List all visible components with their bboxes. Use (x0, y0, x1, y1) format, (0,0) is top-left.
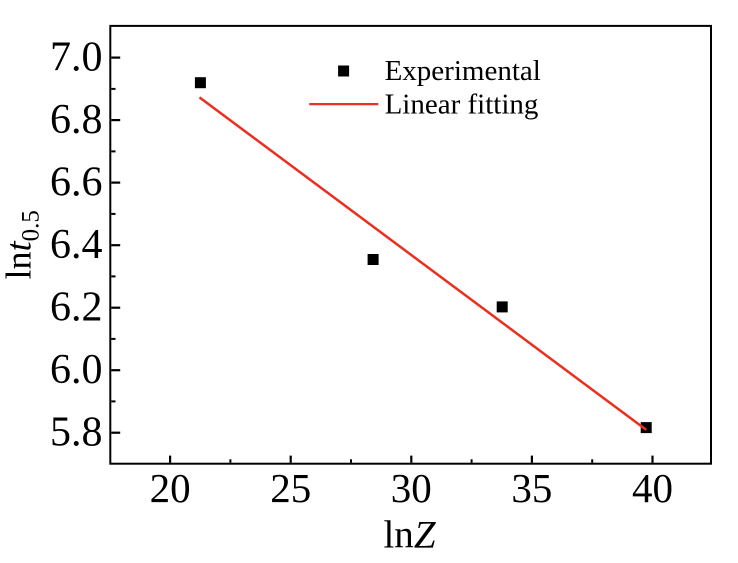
svg-text:30: 30 (391, 465, 432, 511)
svg-text:lnZ: lnZ (383, 513, 436, 556)
svg-text:6.6: 6.6 (50, 159, 103, 205)
svg-text:6.4: 6.4 (50, 222, 103, 268)
svg-text:40: 40 (632, 465, 673, 511)
svg-text:Experimental: Experimental (385, 55, 541, 87)
svg-text:6.2: 6.2 (50, 284, 103, 330)
svg-text:6.8: 6.8 (50, 97, 103, 143)
svg-text:20: 20 (150, 465, 191, 511)
svg-text:Linear fitting: Linear fitting (385, 89, 539, 121)
svg-text:35: 35 (511, 465, 552, 511)
svg-text:6.0: 6.0 (50, 347, 103, 393)
svg-text:25: 25 (270, 465, 311, 511)
svg-text:7.0: 7.0 (50, 34, 103, 80)
svg-text:5.8: 5.8 (50, 409, 103, 455)
